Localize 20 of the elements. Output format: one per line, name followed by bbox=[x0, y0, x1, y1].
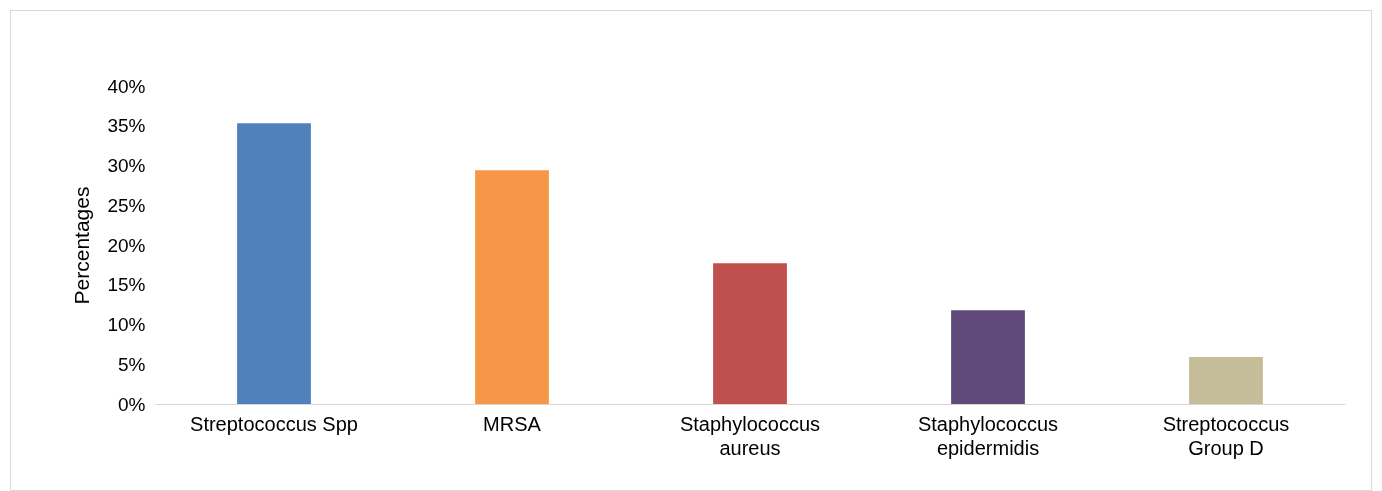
bar bbox=[713, 263, 787, 404]
x-tick-label: Staphylococcus epidermidis bbox=[917, 412, 1059, 459]
x-tick-label: Staphylococcus aureus bbox=[679, 412, 821, 459]
y-tick-label: 25% bbox=[107, 194, 146, 216]
x-tick-label: Streptococcus Spp bbox=[190, 412, 358, 435]
y-tick-label: 10% bbox=[107, 314, 146, 335]
y-tick-label: 30% bbox=[107, 155, 146, 176]
bar bbox=[475, 170, 549, 404]
bar bbox=[1189, 357, 1263, 404]
y-tick-label: 35% bbox=[107, 115, 146, 137]
bar bbox=[951, 310, 1025, 404]
y-tick-label: 20% bbox=[107, 234, 146, 256]
x-tick-label: Streptococcus Group D bbox=[1162, 412, 1290, 459]
x-tick-label: MRSA bbox=[483, 412, 542, 435]
y-tick-label: 15% bbox=[107, 274, 146, 296]
y-axis-title: Percentages bbox=[70, 186, 94, 305]
y-tick-label: 0% bbox=[118, 393, 146, 415]
y-tick-label: 40% bbox=[107, 75, 146, 97]
bar bbox=[237, 123, 311, 404]
y-tick-label: 5% bbox=[118, 353, 146, 375]
